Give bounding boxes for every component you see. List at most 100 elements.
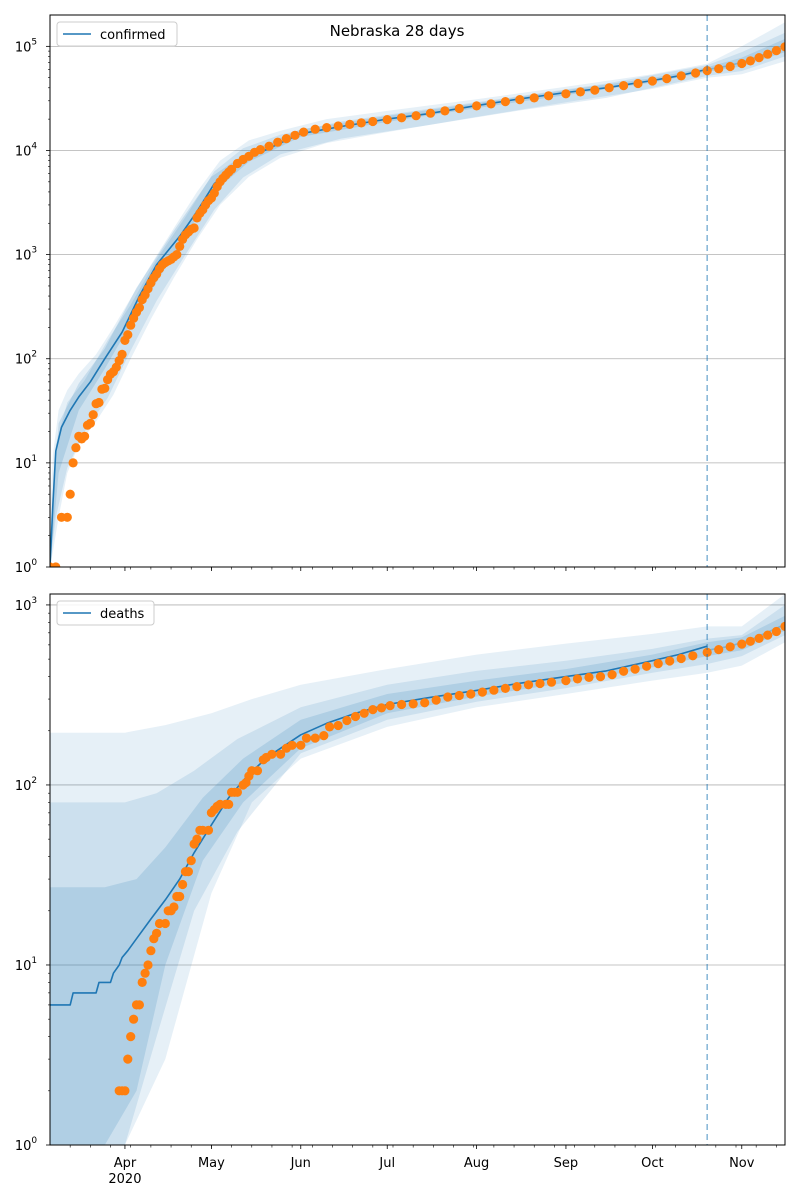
confirmed-axes-frame bbox=[49, 14, 786, 568]
confirmed-data-point bbox=[575, 87, 586, 97]
deaths-data-point bbox=[763, 630, 773, 640]
deaths-data-point bbox=[745, 636, 756, 646]
confirmed-data-point bbox=[454, 103, 464, 114]
confirmed-data-point bbox=[290, 130, 300, 140]
confirmed-ytick-base: 10 bbox=[15, 40, 32, 55]
deaths-data-point bbox=[431, 695, 441, 705]
confirmed-data-point bbox=[255, 145, 265, 155]
confirmed-data-point bbox=[264, 141, 274, 151]
deaths-band-outer bbox=[50, 594, 785, 1145]
deaths-axes-frame bbox=[49, 593, 786, 1146]
deaths-legend-box bbox=[56, 600, 155, 626]
confirmed-data-point bbox=[382, 115, 392, 125]
confirmed-ytick-label: 102 bbox=[15, 350, 37, 368]
deaths-data-point bbox=[477, 687, 487, 697]
confirmed-data-point bbox=[544, 91, 554, 101]
confirmed-data-point bbox=[411, 111, 421, 121]
confirmed-data-point bbox=[189, 223, 199, 233]
confirmed-data-point bbox=[604, 83, 614, 93]
confirmed-data-point bbox=[440, 106, 450, 116]
deaths-plot-area bbox=[50, 594, 785, 1145]
deaths-xtick-label: Sep bbox=[554, 1156, 579, 1171]
deaths-data-point bbox=[183, 867, 193, 877]
confirmed-legend: confirmed bbox=[56, 21, 178, 47]
deaths-data-point bbox=[397, 699, 407, 710]
deaths-data-point bbox=[535, 678, 545, 689]
deaths-data-point bbox=[665, 656, 675, 666]
confirmed-data-point bbox=[126, 320, 136, 330]
confirmed-data-point bbox=[227, 164, 237, 174]
deaths-data-point bbox=[653, 659, 663, 669]
deaths-data-point bbox=[702, 647, 712, 658]
confirmed-data-point bbox=[134, 303, 144, 313]
deaths-data-point bbox=[771, 626, 782, 637]
confirmed-data-point bbox=[633, 78, 643, 89]
deaths-data-point bbox=[619, 666, 629, 676]
deaths-ytick-label: 102 bbox=[15, 776, 37, 794]
deaths-data-point bbox=[642, 661, 652, 671]
confirmed-ytick-exponent: 1 bbox=[31, 454, 37, 464]
confirmed-data-point bbox=[273, 137, 283, 147]
deaths-ytick-base: 10 bbox=[15, 599, 32, 614]
deaths-data-point bbox=[368, 705, 378, 715]
deaths-data-point bbox=[572, 674, 583, 684]
deaths-data-point bbox=[134, 1000, 144, 1010]
confirmed-ytick-exponent: 3 bbox=[31, 246, 37, 256]
confirmed-data-point bbox=[486, 99, 496, 109]
confirmed-data-point bbox=[322, 123, 332, 133]
deaths-ytick-exponent: 3 bbox=[31, 596, 37, 606]
confirmed-data-point bbox=[676, 71, 686, 81]
deaths-data-point bbox=[523, 680, 534, 690]
confirmed-data-point bbox=[714, 64, 724, 74]
deaths-data-point bbox=[466, 689, 476, 699]
confirmed-data-point bbox=[515, 95, 525, 105]
confirmed-ytick-label: 101 bbox=[15, 454, 37, 472]
confirmed-data-point bbox=[754, 53, 764, 63]
deaths-data-point bbox=[203, 825, 214, 835]
figure-title: Nebraska 28 days bbox=[330, 22, 465, 40]
confirmed-data-point bbox=[780, 42, 785, 52]
confirmed-data-point bbox=[345, 119, 355, 129]
deaths-data-point bbox=[584, 672, 594, 683]
deaths-data-point bbox=[350, 711, 361, 722]
confirmed-data-point bbox=[472, 101, 482, 111]
deaths-data-point bbox=[342, 715, 352, 726]
confirmed-ytick-base: 10 bbox=[15, 457, 32, 472]
deaths-data-point bbox=[754, 633, 764, 644]
confirmed-legend-box bbox=[56, 21, 178, 47]
deaths-data-point bbox=[325, 722, 335, 732]
deaths-data-point bbox=[333, 720, 343, 731]
deaths-data-point bbox=[267, 749, 277, 759]
deaths-xtick-label: Oct bbox=[641, 1156, 663, 1171]
deaths-xtick-label: May bbox=[198, 1156, 225, 1171]
deaths-data-point bbox=[725, 642, 735, 652]
confirmed-data-point bbox=[71, 443, 81, 453]
confirmed-ytick-label: 105 bbox=[15, 37, 37, 55]
confirmed-data-point bbox=[397, 113, 407, 123]
confirmed-data-point bbox=[172, 250, 182, 260]
confirmed-ytick-exponent: 2 bbox=[31, 350, 37, 360]
deaths-data-point bbox=[561, 676, 571, 686]
confirmed-data-point bbox=[647, 76, 658, 86]
deaths-xtick-label: Jul bbox=[378, 1156, 395, 1171]
deaths-data-point bbox=[123, 1054, 133, 1064]
confirmed-data-point bbox=[175, 241, 185, 251]
confirmed-data-point bbox=[299, 127, 309, 137]
confirmed-data-point bbox=[62, 512, 72, 522]
confirmed-data-point bbox=[356, 118, 366, 128]
deaths-data-point bbox=[489, 685, 499, 695]
confirmed-data-point bbox=[281, 134, 291, 144]
deaths-data-point bbox=[178, 879, 188, 890]
confirmed-data-point bbox=[425, 108, 436, 118]
deaths-ytick-label: 103 bbox=[15, 596, 37, 614]
deaths-data-point bbox=[408, 699, 418, 709]
deaths-data-point bbox=[714, 645, 724, 655]
deaths-data-point bbox=[780, 621, 785, 631]
confirmed-data-point bbox=[65, 489, 75, 499]
deaths-legend: deaths bbox=[56, 600, 155, 626]
deaths-data-point bbox=[120, 1086, 130, 1096]
deaths-data-point bbox=[310, 733, 320, 743]
confirmed-ytick-base: 10 bbox=[15, 249, 32, 264]
deaths-data-point bbox=[512, 682, 522, 692]
